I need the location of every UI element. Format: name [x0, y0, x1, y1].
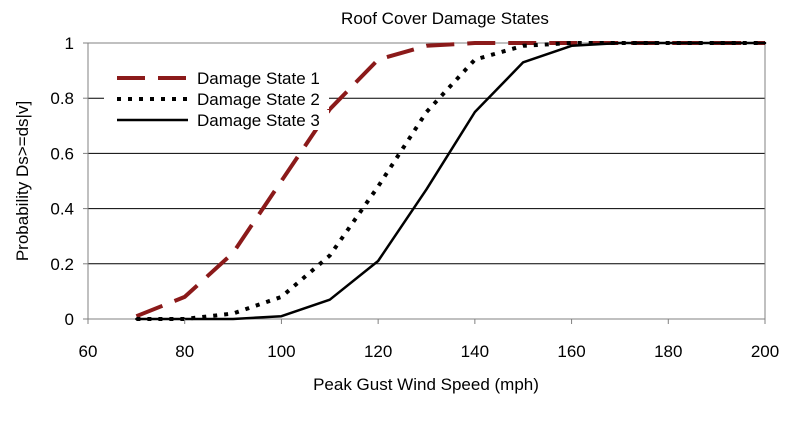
x-axis-ticks: 60 80 100 120 140 160 180 200 [79, 319, 779, 361]
y-axis-label: Probability Ds>=ds|v] [13, 101, 32, 261]
series-line-2 [136, 41, 765, 321]
legend-backdrop [104, 68, 329, 88]
legend-label: Damage State 1 [197, 69, 320, 88]
y-tick-label: 0.2 [50, 255, 74, 274]
plot-area [87, 42, 766, 320]
legend-label: Damage State 2 [197, 90, 320, 109]
x-tick-label: 120 [364, 342, 392, 361]
y-tick-label: 0 [65, 310, 74, 329]
y-tick-label: 1 [65, 34, 74, 53]
series-group [135, 41, 767, 321]
y-tick-label: 0.6 [50, 144, 74, 163]
y-axis-ticks: 0 0.2 0.4 0.6 0.8 1 [50, 34, 88, 329]
x-tick-label: 100 [267, 342, 295, 361]
legend: Damage State 1 Damage State 2 Damage State… [104, 68, 329, 130]
x-tick-label: 140 [461, 342, 489, 361]
x-tick-label: 60 [79, 342, 98, 361]
legend-backdrop [104, 89, 329, 109]
legend-backdrop [104, 110, 329, 130]
x-tick-label: 200 [751, 342, 779, 361]
y-tick-label: 0.4 [50, 200, 74, 219]
x-axis-label: Peak Gust Wind Speed (mph) [313, 375, 539, 394]
x-tick-label: 160 [557, 342, 585, 361]
y-tick-label: 0.8 [50, 89, 74, 108]
chart-title: Roof Cover Damage States [341, 9, 549, 28]
x-tick-label: 180 [654, 342, 682, 361]
series-line-1 [135, 41, 765, 319]
legend-label: Damage State 3 [197, 111, 320, 130]
x-tick-label: 80 [175, 342, 194, 361]
series-line-3 [135, 41, 767, 321]
